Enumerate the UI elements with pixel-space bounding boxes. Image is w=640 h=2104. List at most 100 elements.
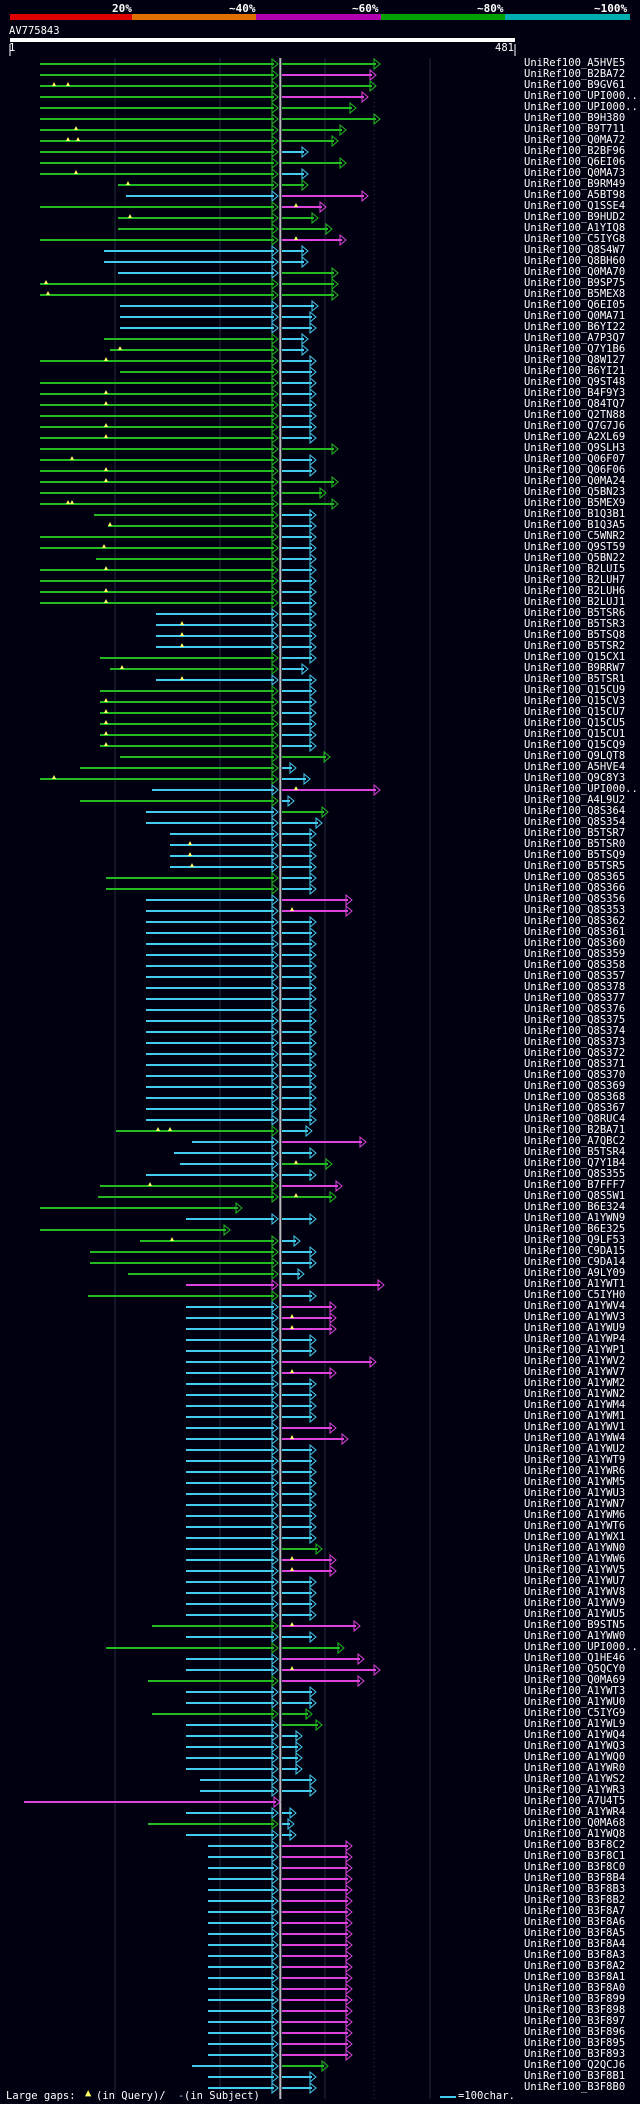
- subject-label[interactable]: UniRef100_B3F8A3: [524, 1949, 626, 1961]
- subject-label[interactable]: UniRef100_A1YIQ8: [524, 222, 626, 234]
- subject-label[interactable]: UniRef100_B3F8A6: [524, 1916, 626, 1928]
- subject-label[interactable]: UniRef100_Q15CV3: [524, 695, 626, 707]
- subject-label[interactable]: UniRef100_Q0MA69: [524, 1674, 626, 1686]
- subject-label[interactable]: UniRef100_A1YWU0: [524, 1696, 626, 1708]
- subject-label[interactable]: UniRef100_B2LUH7: [524, 574, 626, 586]
- subject-label[interactable]: UniRef100_A1YWR0: [524, 1762, 626, 1774]
- subject-label[interactable]: UniRef100_B1Q3A5: [524, 519, 626, 531]
- subject-label[interactable]: UniRef100_A1YWU2: [524, 1443, 626, 1455]
- subject-label[interactable]: UniRef100_B3F8A1: [524, 1971, 626, 1983]
- subject-label[interactable]: UniRef100_B9H380: [524, 112, 626, 124]
- subject-label[interactable]: UniRef100_A1YWN7: [524, 1498, 626, 1510]
- subject-label[interactable]: UniRef100_Q0MA68: [524, 1817, 626, 1829]
- subject-label[interactable]: UniRef100_Q9ST48: [524, 376, 626, 388]
- subject-label[interactable]: UniRef100_A1YWQ3: [524, 1740, 626, 1752]
- subject-label[interactable]: UniRef100_Q0MA70: [524, 266, 626, 278]
- subject-label[interactable]: UniRef100_B5TSR1: [524, 673, 626, 685]
- subject-label[interactable]: UniRef100_B5TSR0: [524, 838, 626, 850]
- subject-label[interactable]: UniRef100_A1YWM5: [524, 1476, 626, 1488]
- subject-label[interactable]: UniRef100_A1YWV4: [524, 1300, 626, 1312]
- subject-label[interactable]: UniRef100_Q15CQ9: [524, 739, 626, 751]
- subject-label[interactable]: UniRef100_A5HVE4: [524, 761, 626, 773]
- subject-label[interactable]: UniRef100_UPI000...: [524, 90, 640, 102]
- subject-label[interactable]: UniRef100_Q8S4W7: [524, 244, 626, 256]
- subject-label[interactable]: UniRef100_Q8S358: [524, 959, 626, 971]
- subject-label[interactable]: UniRef100_B3F8B4: [524, 1872, 626, 1884]
- subject-label[interactable]: UniRef100_B5MEX8: [524, 288, 626, 300]
- subject-label[interactable]: UniRef100_B3F8C2: [524, 1839, 626, 1851]
- subject-label[interactable]: UniRef100_A1YWV9: [524, 1597, 626, 1609]
- subject-label[interactable]: UniRef100_A1YWT1: [524, 1278, 626, 1290]
- subject-label[interactable]: UniRef100_A1YWT6: [524, 1520, 626, 1532]
- subject-label[interactable]: UniRef100_B2LUJ1: [524, 596, 626, 608]
- subject-label[interactable]: UniRef100_A1YWW6: [524, 1553, 626, 1565]
- subject-label[interactable]: UniRef100_Q1SSE4: [524, 200, 626, 212]
- subject-label[interactable]: UniRef100_Q15CU7: [524, 706, 626, 718]
- subject-label[interactable]: UniRef100_A1YWP1: [524, 1344, 626, 1356]
- subject-label[interactable]: UniRef100_B3F8C0: [524, 1861, 626, 1873]
- subject-label[interactable]: UniRef100_B3F897: [524, 2015, 626, 2027]
- subject-label[interactable]: UniRef100_Q5BN22: [524, 552, 626, 564]
- subject-label[interactable]: UniRef100_B9T711: [524, 123, 626, 135]
- subject-label[interactable]: UniRef100_B6E325: [524, 1223, 626, 1235]
- subject-label[interactable]: UniRef100_B5TSQ9: [524, 849, 626, 861]
- subject-label[interactable]: UniRef100_A1YWN0: [524, 1542, 626, 1554]
- subject-label[interactable]: UniRef100_A1YWM6: [524, 1509, 626, 1521]
- subject-label[interactable]: UniRef100_A1YWQ4: [524, 1729, 626, 1741]
- subject-label[interactable]: UniRef100_Q8S356: [524, 893, 626, 905]
- subject-label[interactable]: UniRef100_B5TSR6: [524, 607, 626, 619]
- subject-label[interactable]: UniRef100_B1Q3B1: [524, 508, 626, 520]
- subject-label[interactable]: UniRef100_Q5QCY0: [524, 1663, 626, 1675]
- subject-label[interactable]: UniRef100_A1YWM1: [524, 1410, 626, 1422]
- subject-label[interactable]: UniRef100_B3F899: [524, 1993, 626, 2005]
- subject-label[interactable]: UniRef100_A4L9U2: [524, 794, 626, 806]
- subject-label[interactable]: UniRef100_Q8S370: [524, 1069, 626, 1081]
- subject-label[interactable]: UniRef100_B3F8A7: [524, 1905, 626, 1917]
- subject-label[interactable]: UniRef100_Q8S365: [524, 871, 626, 883]
- subject-label[interactable]: UniRef100_Q8S362: [524, 915, 626, 927]
- subject-label[interactable]: UniRef100_B3F8B0: [524, 2081, 626, 2093]
- subject-label[interactable]: UniRef100_Q7Y1B4: [524, 1157, 626, 1169]
- subject-label[interactable]: UniRef100_A7QBC2: [524, 1135, 626, 1147]
- subject-label[interactable]: UniRef100_C9DA14: [524, 1256, 626, 1268]
- subject-label[interactable]: UniRef100_A7U4T5: [524, 1795, 626, 1807]
- subject-label[interactable]: UniRef100_A1YWV3: [524, 1311, 626, 1323]
- subject-label[interactable]: UniRef100_B4F9Y3: [524, 387, 626, 399]
- subject-label[interactable]: UniRef100_Q8S354: [524, 816, 626, 828]
- subject-label[interactable]: UniRef100_B5TSR5: [524, 860, 626, 872]
- subject-label[interactable]: UniRef100_Q8S361: [524, 926, 626, 938]
- subject-label[interactable]: UniRef100_A1YWW0: [524, 1630, 626, 1642]
- subject-label[interactable]: UniRef100_B3F8A5: [524, 1927, 626, 1939]
- subject-label[interactable]: UniRef100_A1YWV7: [524, 1366, 626, 1378]
- subject-label[interactable]: UniRef100_A1YWT3: [524, 1685, 626, 1697]
- subject-label[interactable]: UniRef100_UPI000...: [524, 783, 640, 795]
- subject-label[interactable]: UniRef100_B3F896: [524, 2026, 626, 2038]
- subject-label[interactable]: UniRef100_B2BA72: [524, 68, 626, 80]
- subject-label[interactable]: UniRef100_Q0MA71: [524, 310, 626, 322]
- subject-label[interactable]: UniRef100_A1YWU7: [524, 1575, 626, 1587]
- subject-label[interactable]: UniRef100_B5TSR3: [524, 618, 626, 630]
- subject-label[interactable]: UniRef100_B6YI22: [524, 321, 626, 333]
- subject-label[interactable]: UniRef100_A2XL69: [524, 431, 626, 443]
- subject-label[interactable]: UniRef100_Q8S373: [524, 1036, 626, 1048]
- subject-label[interactable]: UniRef100_Q2QCJ6: [524, 2059, 626, 2071]
- subject-label[interactable]: UniRef100_A1YWV2: [524, 1355, 626, 1367]
- subject-label[interactable]: UniRef100_A1YWW4: [524, 1432, 626, 1444]
- subject-label[interactable]: UniRef100_B3F895: [524, 2037, 626, 2049]
- subject-label[interactable]: UniRef100_Q6EI05: [524, 299, 626, 311]
- subject-label[interactable]: UniRef100_Q7Y1B6: [524, 343, 626, 355]
- subject-label[interactable]: UniRef100_A5HVE5: [524, 57, 626, 69]
- subject-label[interactable]: UniRef100_A1YWU3: [524, 1487, 626, 1499]
- subject-label[interactable]: UniRef100_B3F893: [524, 2048, 626, 2060]
- subject-label[interactable]: UniRef100_Q5BN23: [524, 486, 626, 498]
- subject-label[interactable]: UniRef100_A1YWR3: [524, 1784, 626, 1796]
- subject-label[interactable]: UniRef100_B3F8B1: [524, 2070, 626, 2082]
- subject-label[interactable]: UniRef100_Q9C8Y3: [524, 772, 626, 784]
- subject-label[interactable]: UniRef100_B5TSQ8: [524, 629, 626, 641]
- subject-label[interactable]: UniRef100_B6E324: [524, 1201, 626, 1213]
- subject-label[interactable]: UniRef100_B9HUD2: [524, 211, 626, 223]
- subject-label[interactable]: UniRef100_B9RRW7: [524, 662, 626, 674]
- subject-label[interactable]: UniRef100_A1YWR4: [524, 1806, 626, 1818]
- subject-label[interactable]: UniRef100_Q84TQ7: [524, 398, 626, 410]
- subject-label[interactable]: UniRef100_B9GV61: [524, 79, 626, 91]
